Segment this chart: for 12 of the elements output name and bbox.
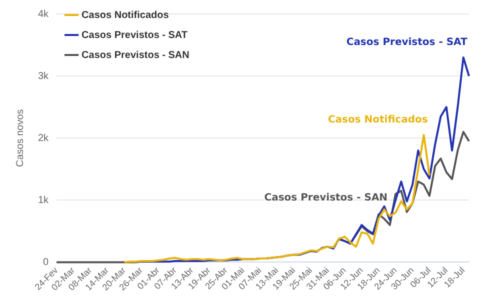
y-axis-title: Casos novos: [14, 109, 26, 168]
y-tick-label: 4k: [38, 8, 50, 20]
annotation: Casos Previstos - SAT: [346, 37, 468, 48]
y-tick-label: 3k: [38, 70, 50, 82]
legend-label: Casos Previstos - SAN: [82, 50, 190, 61]
y-tick-label: 2k: [38, 132, 50, 144]
y-tick-label: 0: [43, 256, 49, 268]
legend-label: Casos Notificados: [82, 10, 170, 21]
annotation: Casos Previstos - SAN: [264, 192, 388, 204]
legend-label: Casos Previstos - SAT: [82, 30, 188, 41]
annotation: Casos Notificados: [328, 114, 428, 126]
y-tick-label: 1k: [38, 194, 50, 206]
